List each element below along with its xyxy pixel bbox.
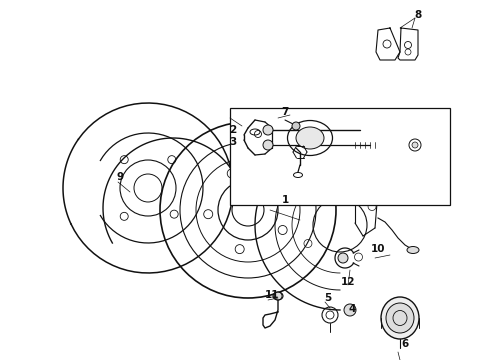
Text: 3: 3 [0, 359, 1, 360]
Circle shape [338, 253, 348, 263]
Text: 12: 12 [341, 277, 355, 287]
Text: 8: 8 [0, 359, 1, 360]
Circle shape [412, 142, 418, 148]
Polygon shape [398, 28, 418, 60]
Ellipse shape [407, 247, 419, 253]
Text: 7: 7 [0, 359, 1, 360]
Ellipse shape [381, 297, 419, 339]
Text: 6: 6 [0, 359, 1, 360]
Circle shape [292, 122, 300, 130]
Circle shape [263, 140, 273, 150]
Text: 4: 4 [0, 359, 1, 360]
Text: 2: 2 [229, 125, 237, 135]
Ellipse shape [273, 292, 283, 300]
Text: 9: 9 [117, 172, 123, 182]
Text: 12: 12 [0, 359, 1, 360]
Text: 10: 10 [0, 359, 1, 360]
Text: 1: 1 [281, 195, 289, 205]
Text: 1: 1 [0, 359, 1, 360]
Text: 7: 7 [281, 107, 289, 117]
Text: 10: 10 [371, 244, 385, 254]
Text: 5: 5 [324, 293, 332, 303]
Ellipse shape [296, 127, 324, 149]
Text: 3: 3 [229, 137, 237, 147]
Circle shape [263, 125, 273, 135]
Bar [230, 108, 450, 205]
Text: 9: 9 [0, 359, 1, 360]
Text: 8: 8 [415, 10, 421, 20]
Text: 4: 4 [348, 304, 356, 314]
Text: 11: 11 [0, 359, 1, 360]
Text: 11: 11 [265, 290, 279, 300]
Text: 6: 6 [401, 339, 409, 349]
Text: 2: 2 [0, 359, 1, 360]
Polygon shape [376, 28, 400, 60]
Circle shape [344, 304, 356, 316]
Ellipse shape [386, 303, 414, 333]
Text: 5: 5 [0, 359, 1, 360]
